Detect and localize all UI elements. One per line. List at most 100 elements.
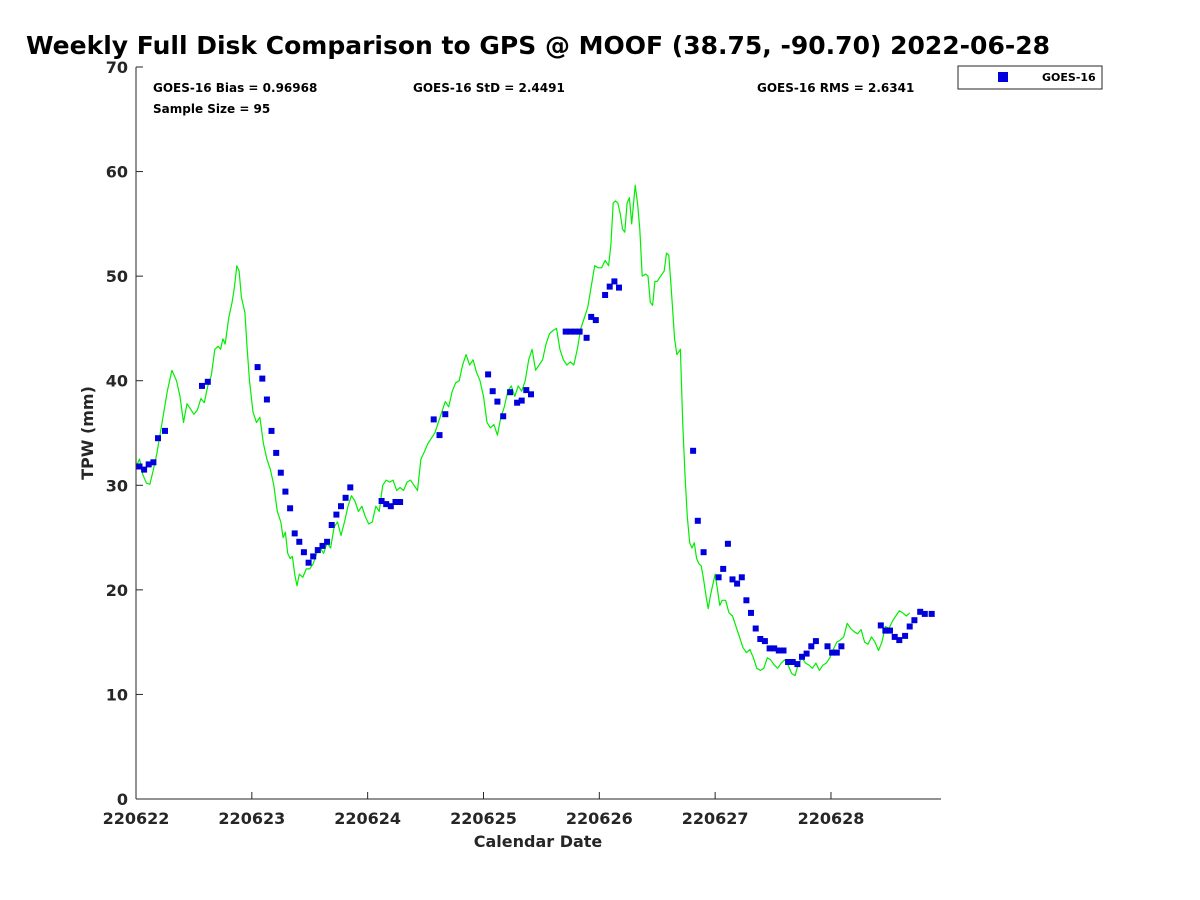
goes-point	[430, 416, 437, 423]
y-tick-label: 40	[106, 372, 128, 391]
gps-line	[135, 184, 911, 677]
goes-point	[310, 553, 317, 560]
goes-series	[136, 278, 935, 668]
goes-point	[342, 494, 349, 501]
goes-point	[328, 522, 335, 528]
goes-point	[338, 503, 344, 510]
goes-point	[523, 387, 530, 394]
goes-point	[928, 610, 935, 617]
goes-point	[397, 499, 404, 505]
goes-point	[583, 334, 590, 341]
goes-point	[775, 647, 782, 654]
goes-point	[896, 637, 903, 644]
goes-point	[333, 511, 340, 518]
goes-point	[882, 627, 889, 634]
goes-point	[145, 461, 152, 468]
goes-point	[287, 505, 294, 512]
goes-point	[528, 391, 534, 398]
goes-point	[319, 542, 326, 549]
legend-box	[957, 65, 1103, 90]
goes-point	[799, 653, 805, 660]
goes-point	[829, 649, 836, 656]
goes-point	[611, 278, 618, 285]
goes-point	[518, 397, 525, 404]
goes-point	[690, 447, 697, 454]
goes-point	[305, 559, 312, 566]
goes-point	[155, 435, 161, 442]
y-tick-label: 10	[106, 685, 128, 704]
chart-title: Weekly Full Disk Comparison to GPS @ MOO…	[26, 31, 1050, 60]
goes-point	[588, 313, 595, 320]
goes-point	[724, 540, 731, 547]
goes-point	[436, 432, 443, 439]
goes-point	[780, 647, 787, 654]
goes-point	[296, 538, 303, 545]
goes-point	[324, 538, 331, 545]
goes-point	[562, 328, 569, 335]
goes-point	[162, 427, 168, 434]
goes-point	[700, 549, 707, 556]
goes-point	[494, 398, 501, 405]
goes-point	[803, 650, 810, 657]
goes-point	[771, 645, 778, 652]
goes-point	[906, 623, 913, 630]
goes-point	[199, 382, 205, 389]
legend: GOES-16	[957, 65, 1103, 90]
goes-point	[383, 501, 390, 508]
goes-point	[300, 549, 307, 556]
goes-point	[347, 484, 354, 491]
legend-label-goes-16: GOES-16	[1042, 71, 1096, 84]
y-tick-label: 20	[106, 581, 128, 600]
goes-point	[808, 643, 815, 650]
x-tick-label: 220625	[450, 809, 517, 828]
goes-point	[902, 632, 909, 639]
goes-point	[720, 565, 727, 572]
goes-point	[789, 659, 796, 665]
x-tick-label: 220622	[103, 809, 170, 828]
plot-area: 0 10 20 30 40 50 60 70 220622 220623 220624 220625…	[103, 58, 941, 828]
goes-point	[500, 413, 507, 420]
goes-point	[752, 625, 759, 632]
goes-point	[838, 643, 845, 650]
goes-point	[136, 463, 143, 470]
goes-point	[766, 645, 773, 652]
goes-point	[812, 638, 819, 645]
goes-point	[785, 659, 792, 665]
goes-point	[254, 364, 261, 371]
goes-point	[314, 547, 321, 554]
x-tick-label: 220626	[566, 809, 633, 828]
goes-point	[282, 488, 289, 495]
y-tick-label: 30	[106, 476, 128, 495]
y-tick-label: 60	[106, 163, 128, 182]
goes-point	[887, 627, 893, 634]
goes-point	[748, 609, 754, 616]
stat-std: GOES-16 StD = 2.4491	[413, 81, 565, 95]
goes-point	[576, 328, 583, 335]
goes-point	[567, 328, 574, 335]
goes-point	[572, 328, 578, 335]
goes-point	[273, 449, 280, 456]
goes-point	[891, 633, 898, 640]
goes-point	[911, 617, 918, 624]
goes-point	[761, 638, 768, 645]
goes-point	[489, 388, 496, 395]
plot-frame	[136, 67, 941, 799]
goes-point	[715, 574, 722, 581]
x-tick-label: 220623	[218, 809, 285, 828]
x-ticks: 220622 220623 220624 220625 220626 220627 2206…	[103, 792, 864, 828]
goes-point	[378, 498, 385, 504]
goes-point	[743, 597, 750, 604]
stat-bias: GOES-16 Bias = 0.96968	[153, 81, 317, 95]
goes-point	[387, 503, 394, 510]
y-axis-label: TPW (mm)	[78, 386, 97, 480]
gps-series	[135, 184, 911, 677]
x-axis-label: Calendar Date	[474, 832, 603, 851]
goes-point	[694, 517, 701, 524]
goes-point	[757, 636, 764, 642]
goes-point	[442, 411, 449, 418]
goes-point	[824, 643, 831, 650]
goes-point	[606, 283, 613, 290]
goes-point	[291, 530, 298, 537]
x-tick-label: 220624	[334, 809, 401, 828]
